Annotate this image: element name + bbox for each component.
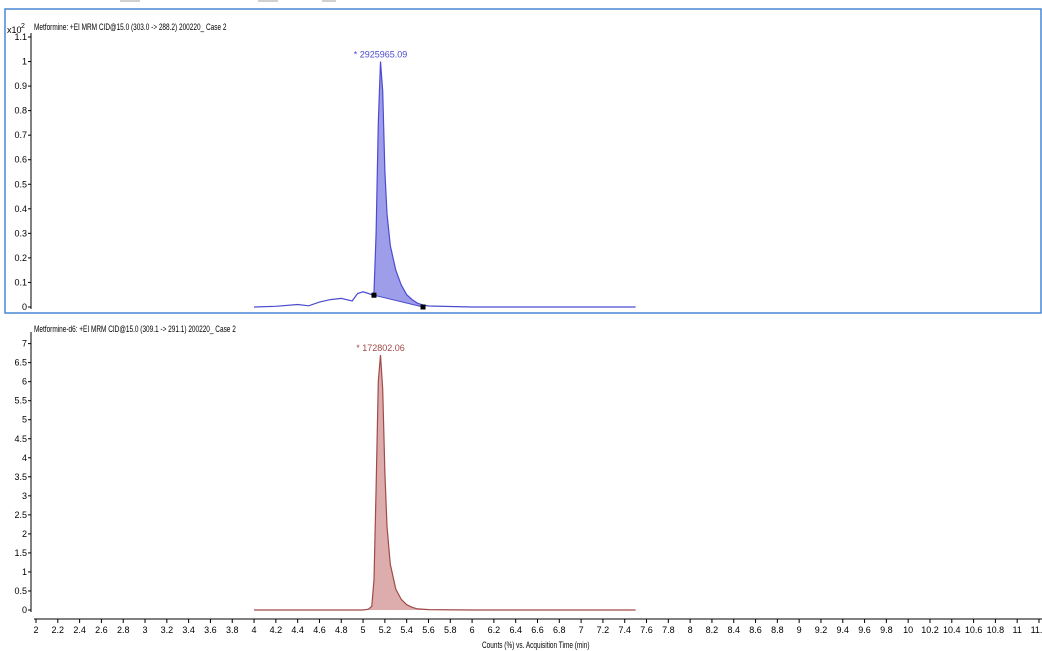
peak-label: * 172802.06 [356, 343, 405, 353]
y-tick-label: 6.5 [14, 358, 27, 368]
x-tick-label: 11 [1013, 625, 1022, 635]
x-tick-label: 10.4 [943, 625, 961, 635]
y-tick-label: 0.8 [14, 106, 27, 116]
y-tick-label: 3 [22, 491, 27, 501]
x-tick-label: 5.8 [444, 625, 457, 635]
x-tick-label: 8.4 [727, 625, 740, 635]
panel1-title: Metformine: +EI MRM CID@15.0 (303.0 -> 2… [34, 22, 226, 32]
y-tick-label: 4 [22, 453, 27, 463]
x-tick-label: 6 [470, 625, 475, 635]
x-tick-label: 8.2 [706, 625, 719, 635]
integration-end-marker[interactable] [420, 304, 426, 310]
y-tick-label: 6 [22, 377, 27, 387]
y-tick-label: 3.5 [14, 472, 27, 482]
x-tick-label: 9.2 [815, 625, 828, 635]
x-tick-label: 8 [688, 625, 693, 635]
x-tick-label: 3.2 [161, 625, 174, 635]
panel-metformine-d6[interactable]: Metformine-d6: +EI MRM CID@15.0 (309.1 -… [14, 324, 636, 615]
x-tick-label: 4.4 [291, 625, 304, 635]
x-tick-label: 2.6 [95, 625, 108, 635]
integrated-peak-area [374, 61, 423, 307]
x-tick-label: 5 [361, 625, 366, 635]
y-tick-label: 5.5 [14, 396, 27, 406]
panel-metformine[interactable]: Metformine: +EI MRM CID@15.0 (303.0 -> 2… [4, 8, 1042, 314]
x-tick-label: 10.6 [965, 625, 983, 635]
x-tick-label: 11.2 [1031, 625, 1042, 635]
x-tick-label: 9.4 [837, 625, 850, 635]
x-tick-label: 6.4 [509, 625, 522, 635]
y-tick-label: 0.5 [14, 586, 27, 596]
x-tick-label: 9.6 [858, 625, 871, 635]
x-tick-label: 3.6 [204, 625, 217, 635]
chromatogram-trace [253, 61, 636, 308]
y-tick-label: 0.3 [14, 228, 27, 238]
x-tick-label: 2.8 [117, 625, 130, 635]
y-tick-label: 0.5 [14, 179, 27, 189]
peak-label: * 2925965.09 [354, 50, 408, 60]
y-tick-label: 5 [22, 415, 27, 425]
panel-selected-border [4, 8, 1042, 314]
x-tick-label: 8.6 [749, 625, 762, 635]
y-tick-label: 1 [22, 57, 27, 67]
panel2-title: Metformine-d6: +EI MRM CID@15.0 (309.1 -… [34, 324, 236, 334]
y-tick-label: 0 [22, 302, 27, 312]
y-multiplier-label: x10 [7, 25, 22, 35]
y-tick-label: 0.9 [14, 81, 27, 91]
x-tick-label: 7.6 [640, 625, 653, 635]
x-tick-label: 4.8 [335, 625, 348, 635]
x-tick-label: 5.4 [400, 625, 413, 635]
toolbar-marks [120, 0, 336, 2]
y-tick-label: 4.5 [14, 434, 27, 444]
integration-baseline [373, 294, 424, 308]
x-tick-label: 7.8 [662, 625, 675, 635]
y-tick-label: 0.1 [14, 277, 27, 287]
y-multiplier-exp: 2 [21, 23, 25, 30]
peak-area [363, 355, 429, 610]
x-tick-label: 7 [579, 625, 584, 635]
y-tick-label: 0 [22, 605, 27, 615]
x-tick-label: 9.8 [880, 625, 893, 635]
x-tick-label: 10.2 [921, 625, 939, 635]
y-tick-label: 0.7 [14, 130, 27, 140]
x-tick-label: 6.8 [553, 625, 566, 635]
x-tick-label: 4.6 [313, 625, 326, 635]
y-tick-label: 1 [22, 567, 27, 577]
x-tick-label: 2 [33, 625, 38, 635]
x-tick-label: 5.6 [422, 625, 435, 635]
y-tick-label: 0.4 [14, 204, 27, 214]
y-tick-label: 1.1 [14, 32, 27, 42]
x-tick-label: 5.2 [379, 625, 392, 635]
x-tick-label: 3 [143, 625, 148, 635]
x-tick-label: 2.4 [73, 625, 86, 635]
x-tick-label: 4 [252, 625, 257, 635]
x-tick-label: 8.8 [771, 625, 784, 635]
integration-start-marker[interactable] [371, 292, 377, 298]
x-tick-label: 6.6 [531, 625, 544, 635]
x-tick-label: 6.2 [488, 625, 501, 635]
x-tick-label: 3.4 [182, 625, 195, 635]
x-tick-label: 10.8 [987, 625, 1005, 635]
y-tick-label: 2.5 [14, 510, 27, 520]
x-tick-label: 4.2 [270, 625, 283, 635]
x-tick-label: 7.2 [597, 625, 610, 635]
x-tick-label: 7.4 [618, 625, 631, 635]
y-tick-label: 0.2 [14, 253, 27, 263]
x-tick-label: 3.8 [226, 625, 239, 635]
x-tick-label: 10 [903, 625, 913, 635]
y-tick-label: 0.6 [14, 155, 27, 165]
x-tick-label: 9 [797, 625, 802, 635]
chromatogram-trace [254, 354, 636, 611]
y-tick-label: 2 [22, 529, 27, 539]
y-tick-label: 7 [22, 339, 27, 349]
x-axis: 2 2.2 2.4 2.6 2.8 3 3.2 3.4 3.6 3.8 4 4.2 4.4 4.6 4.8 5… [33, 618, 1042, 650]
x-tick-label: 2.2 [52, 625, 65, 635]
y-tick-label: 1.5 [14, 548, 27, 558]
x-axis-label: Counts (%) vs. Acquisition Time (min) [482, 640, 590, 650]
